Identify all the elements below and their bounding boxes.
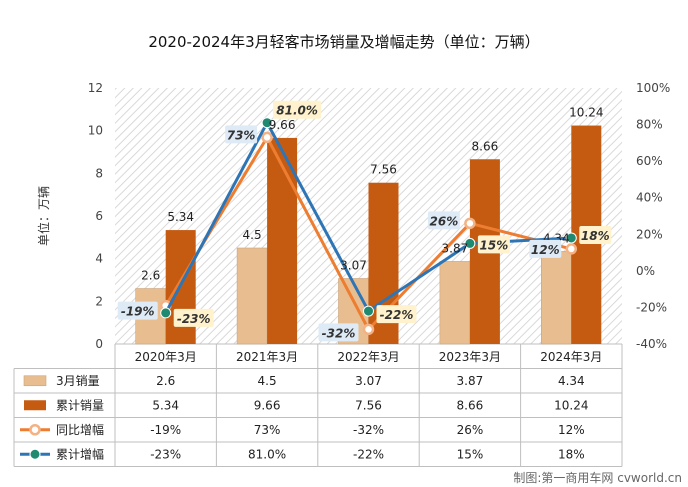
table-cell: 5.34 (152, 398, 179, 412)
line-marker (565, 243, 578, 255)
line-marker (261, 131, 273, 144)
y2-tick-label: -20% (636, 300, 667, 314)
table-cell: -32% (353, 423, 384, 437)
table-cell: 7.56 (355, 398, 382, 412)
y-tick-label: 6 (95, 209, 103, 223)
y2-tick-label: -40% (636, 337, 667, 351)
line-marker (464, 217, 476, 230)
line-label-box (173, 308, 214, 327)
line-label-box (529, 239, 562, 258)
table-cell: 15% (457, 447, 484, 461)
line-marker (363, 305, 374, 317)
footer-credit: 制图:第一商用车网 cvworld.cn (513, 470, 682, 485)
bar-value-label: 7.56 (370, 163, 397, 177)
line-label-box (477, 235, 510, 254)
line-label-box (318, 323, 359, 342)
x-category-label: 2022年3月 (337, 350, 399, 364)
table-cell: -19% (150, 423, 181, 437)
line-label-box (427, 211, 460, 230)
table-cell: 3.87 (457, 374, 484, 388)
table-cell: 12% (558, 423, 585, 437)
x-category-label: 2024年3月 (540, 350, 602, 364)
x-category-label: 2020年3月 (135, 350, 197, 364)
table-cell: 4.5 (258, 374, 277, 388)
bar-value-label: 10.24 (569, 106, 603, 120)
table-cell: 4.34 (558, 374, 585, 388)
line-label-box (273, 100, 322, 119)
legend-key-bar (23, 375, 47, 387)
bar-value-label: 3.87 (442, 241, 469, 255)
line-label-box (376, 305, 417, 324)
table-cell: 26% (457, 423, 484, 437)
chart-title: 2020-2024年3月轻客市场销量及增幅走势（单位：万辆） (148, 33, 539, 51)
bar-monthly (236, 247, 268, 345)
bar-value-label: 5.34 (167, 210, 194, 224)
line-value-label: 12% (531, 243, 560, 257)
data-table: 2020年3月 2021年3月 2022年3月 2023年3月 2024年3月 3月销量 2… (13, 344, 623, 467)
bar-value-label: 3.07 (340, 259, 367, 273)
line-marker (160, 307, 172, 319)
line-marker (362, 323, 375, 336)
y2-tick-label: 20% (636, 227, 663, 241)
table-cell: -22% (353, 447, 384, 461)
y-tick-label: 0 (95, 337, 103, 351)
legend-label: 累计增幅 (56, 446, 104, 461)
table-cell: 3.07 (355, 374, 382, 388)
table-cell: 10.24 (554, 398, 588, 412)
legend-key-bar (24, 400, 46, 411)
bar-value-label: 8.66 (472, 139, 499, 153)
legend-label: 同比增幅 (56, 422, 104, 437)
x-category-label: 2021年3月 (236, 350, 298, 364)
legend-key-marker (29, 424, 41, 436)
legend-key-marker (29, 448, 41, 460)
line-value-label: -19% (121, 305, 155, 319)
y2-tick-label: 100% (636, 81, 670, 95)
line-value-label: 81.0% (276, 104, 318, 118)
table-cell: 81.0% (248, 447, 286, 461)
line-label-box (117, 301, 158, 320)
line-value-label: -22% (380, 308, 414, 322)
bar-monthly (439, 261, 471, 345)
line-value-label: -32% (322, 326, 356, 340)
line-marker (565, 232, 577, 244)
y2-tick-label: 40% (636, 191, 663, 205)
line-value-label: 26% (430, 214, 459, 228)
x-category-label: 2023年3月 (439, 350, 501, 364)
line-marker (464, 237, 476, 249)
table-cell: 73% (254, 423, 281, 437)
y2-tick-label: 80% (636, 118, 663, 132)
line-marker (261, 117, 273, 129)
axis-layer: 0 2 4 6 8 10 12 -40% -20% 0% 20% 40% 60% 80% 100% (88, 81, 671, 351)
bar-value-label: 4.5 (243, 228, 262, 242)
bar-value-label: 9.66 (269, 118, 296, 132)
y-axis-title: 单位：万辆 (36, 186, 51, 246)
y-tick-label: 4 (95, 252, 103, 266)
line-value-label: 18% (581, 229, 610, 243)
table-cell: 18% (558, 447, 585, 461)
y-tick-label: 8 (95, 166, 103, 180)
y2-tick-label: 0% (636, 264, 655, 278)
y-tick-label: 2 (95, 294, 103, 308)
table-cell: 9.66 (254, 398, 281, 412)
table-cell: 8.66 (457, 398, 484, 412)
table-cell: -23% (150, 447, 181, 461)
bar-monthly (540, 251, 572, 345)
label-layer: 2.64.53.073.874.345.349.667.568.6610.24-… (117, 100, 612, 342)
line-value-label: 73% (227, 128, 256, 142)
line-value-label: 15% (480, 238, 509, 252)
line-label-box (225, 125, 258, 144)
table-cell: 2.6 (156, 374, 175, 388)
line-label-box (579, 225, 612, 244)
bar-value-label: 2.6 (141, 269, 160, 283)
y-tick-label: 12 (88, 81, 103, 95)
legend-label: 累计销量 (56, 398, 104, 412)
legend-label: 3月销量 (56, 374, 100, 388)
line-value-label: -23% (177, 312, 211, 326)
y-tick-label: 10 (88, 124, 103, 138)
y2-tick-label: 60% (636, 154, 663, 168)
